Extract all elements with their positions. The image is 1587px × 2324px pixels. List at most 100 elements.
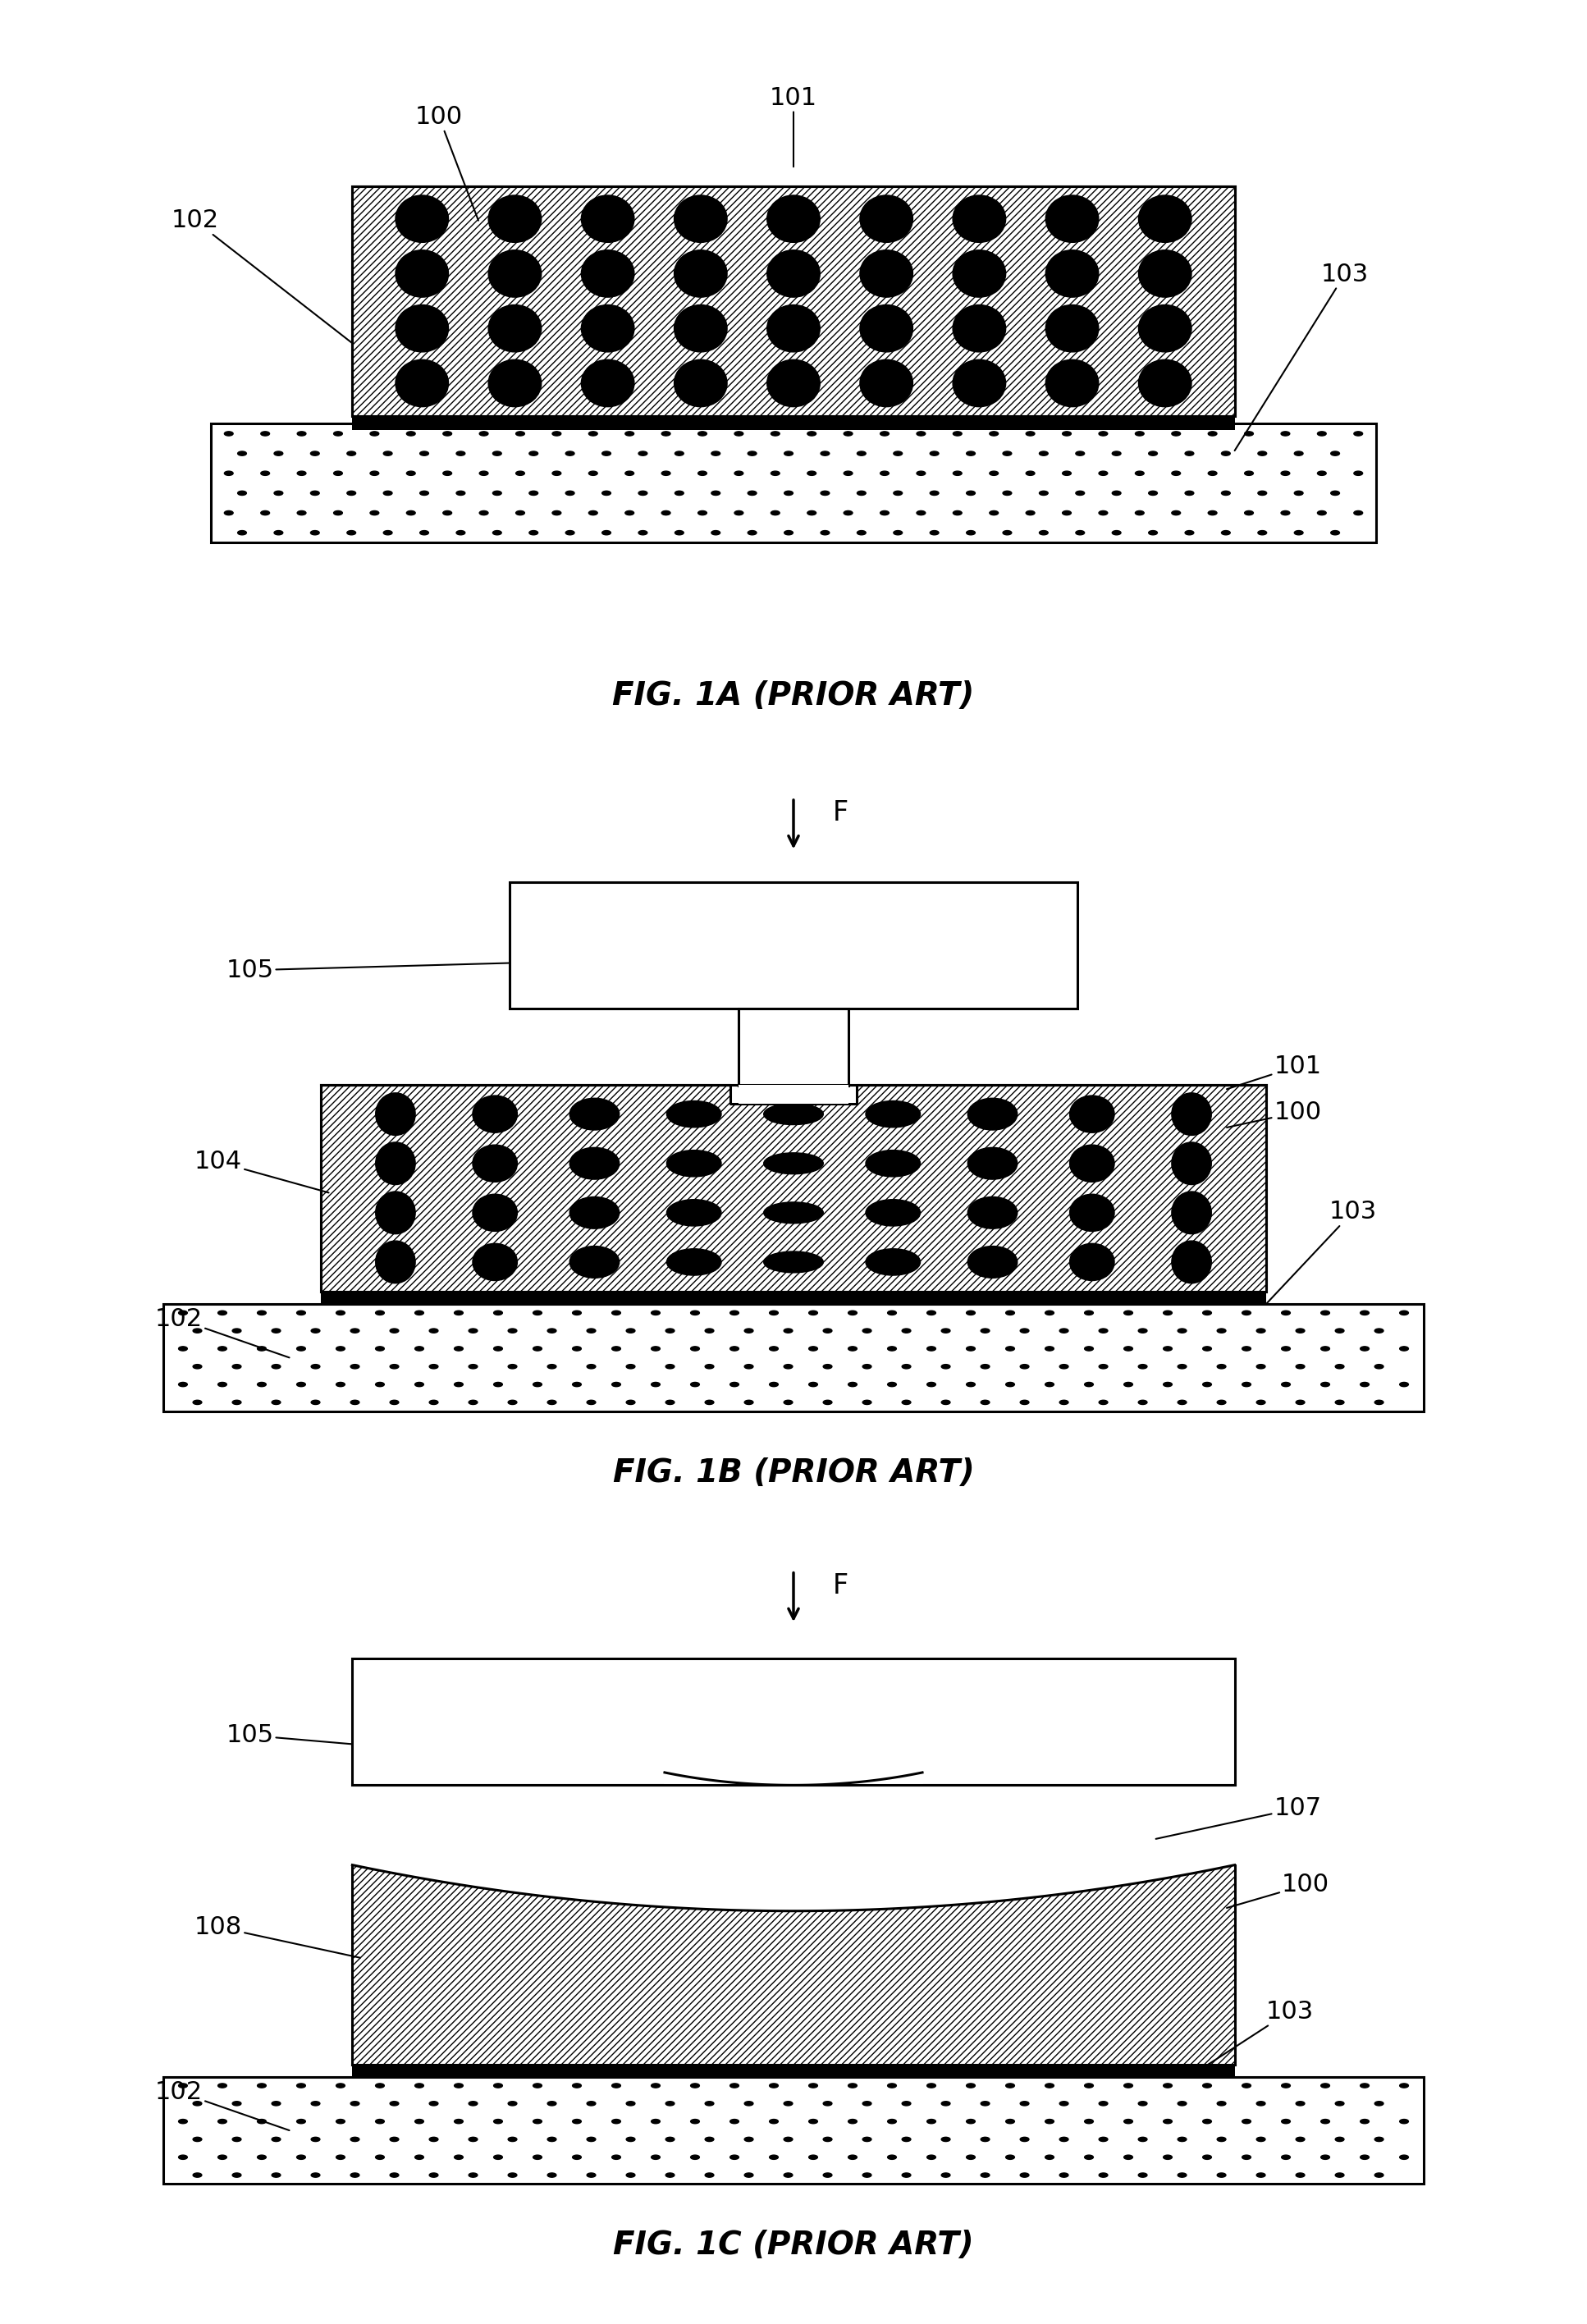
Circle shape xyxy=(809,1311,817,1315)
Ellipse shape xyxy=(1171,1241,1211,1283)
Circle shape xyxy=(271,2173,281,2178)
Circle shape xyxy=(1084,2154,1093,2159)
Circle shape xyxy=(927,2154,936,2159)
Ellipse shape xyxy=(763,1104,824,1125)
Circle shape xyxy=(194,2138,202,2140)
Ellipse shape xyxy=(952,195,1006,242)
Ellipse shape xyxy=(968,1197,1017,1229)
Ellipse shape xyxy=(674,251,727,297)
Circle shape xyxy=(573,2119,581,2124)
Circle shape xyxy=(1020,1399,1028,1404)
Circle shape xyxy=(613,2085,621,2087)
Circle shape xyxy=(1222,451,1230,456)
Ellipse shape xyxy=(867,1102,920,1127)
Circle shape xyxy=(917,432,925,437)
Circle shape xyxy=(893,490,903,495)
Circle shape xyxy=(1335,2173,1344,2178)
Circle shape xyxy=(217,2085,227,2087)
Circle shape xyxy=(747,451,757,456)
Circle shape xyxy=(744,2101,754,2106)
Circle shape xyxy=(770,2119,778,2124)
Circle shape xyxy=(376,2154,384,2159)
Circle shape xyxy=(1046,1383,1054,1387)
Circle shape xyxy=(917,511,925,516)
Circle shape xyxy=(1295,451,1303,456)
Circle shape xyxy=(847,1311,857,1315)
Circle shape xyxy=(893,530,903,535)
Ellipse shape xyxy=(767,360,820,407)
Circle shape xyxy=(1354,472,1363,476)
Circle shape xyxy=(824,2138,832,2140)
Circle shape xyxy=(336,2154,344,2159)
Circle shape xyxy=(1203,2154,1211,2159)
Circle shape xyxy=(421,451,428,456)
Ellipse shape xyxy=(667,1248,720,1276)
Circle shape xyxy=(1295,490,1303,495)
Ellipse shape xyxy=(1171,1092,1211,1136)
Bar xyxy=(352,1864,1235,2064)
Circle shape xyxy=(390,1399,398,1404)
Circle shape xyxy=(468,1329,478,1334)
Circle shape xyxy=(1178,2138,1187,2140)
Circle shape xyxy=(348,490,355,495)
Circle shape xyxy=(966,451,974,456)
Circle shape xyxy=(552,432,562,437)
Circle shape xyxy=(627,2173,635,2178)
Circle shape xyxy=(217,2119,227,2124)
Circle shape xyxy=(601,530,611,535)
Circle shape xyxy=(217,1311,227,1315)
Circle shape xyxy=(548,2173,557,2178)
Circle shape xyxy=(1320,1311,1330,1315)
Circle shape xyxy=(824,1364,832,1369)
Circle shape xyxy=(981,2101,990,2106)
Ellipse shape xyxy=(1138,304,1192,351)
Circle shape xyxy=(548,1364,557,1369)
Circle shape xyxy=(901,1364,911,1369)
Circle shape xyxy=(194,1399,202,1404)
Circle shape xyxy=(1320,2119,1330,2124)
Circle shape xyxy=(824,1329,832,1334)
Circle shape xyxy=(1335,1329,1344,1334)
Circle shape xyxy=(638,451,647,456)
Circle shape xyxy=(690,2154,700,2159)
Circle shape xyxy=(705,2101,714,2106)
Circle shape xyxy=(1374,1329,1384,1334)
Circle shape xyxy=(573,2085,581,2087)
Circle shape xyxy=(492,451,501,456)
Circle shape xyxy=(1163,2085,1173,2087)
Ellipse shape xyxy=(489,304,541,351)
Circle shape xyxy=(1203,1346,1211,1350)
Circle shape xyxy=(297,2085,306,2087)
Circle shape xyxy=(297,472,306,476)
Ellipse shape xyxy=(667,1102,720,1127)
Circle shape xyxy=(1062,472,1071,476)
Circle shape xyxy=(430,2138,438,2140)
Circle shape xyxy=(665,2101,674,2106)
Ellipse shape xyxy=(1070,1095,1114,1132)
Circle shape xyxy=(1098,511,1108,516)
Circle shape xyxy=(297,2119,306,2124)
Circle shape xyxy=(847,1383,857,1387)
Circle shape xyxy=(1244,511,1254,516)
Circle shape xyxy=(1243,1383,1251,1387)
Circle shape xyxy=(589,432,598,437)
Circle shape xyxy=(1046,1311,1054,1315)
Circle shape xyxy=(1297,2173,1305,2178)
Text: 100: 100 xyxy=(1227,1873,1330,1908)
Circle shape xyxy=(954,432,962,437)
Ellipse shape xyxy=(473,1146,517,1183)
Circle shape xyxy=(1258,530,1266,535)
Ellipse shape xyxy=(968,1099,1017,1129)
Circle shape xyxy=(297,1383,306,1387)
Circle shape xyxy=(257,1383,267,1387)
Circle shape xyxy=(1060,2138,1068,2140)
Circle shape xyxy=(260,511,270,516)
Circle shape xyxy=(651,2119,660,2124)
Circle shape xyxy=(1222,530,1230,535)
Circle shape xyxy=(1098,1399,1108,1404)
Circle shape xyxy=(771,472,779,476)
Circle shape xyxy=(457,490,465,495)
Circle shape xyxy=(1060,1399,1068,1404)
Circle shape xyxy=(927,2119,936,2124)
Circle shape xyxy=(351,2173,359,2178)
